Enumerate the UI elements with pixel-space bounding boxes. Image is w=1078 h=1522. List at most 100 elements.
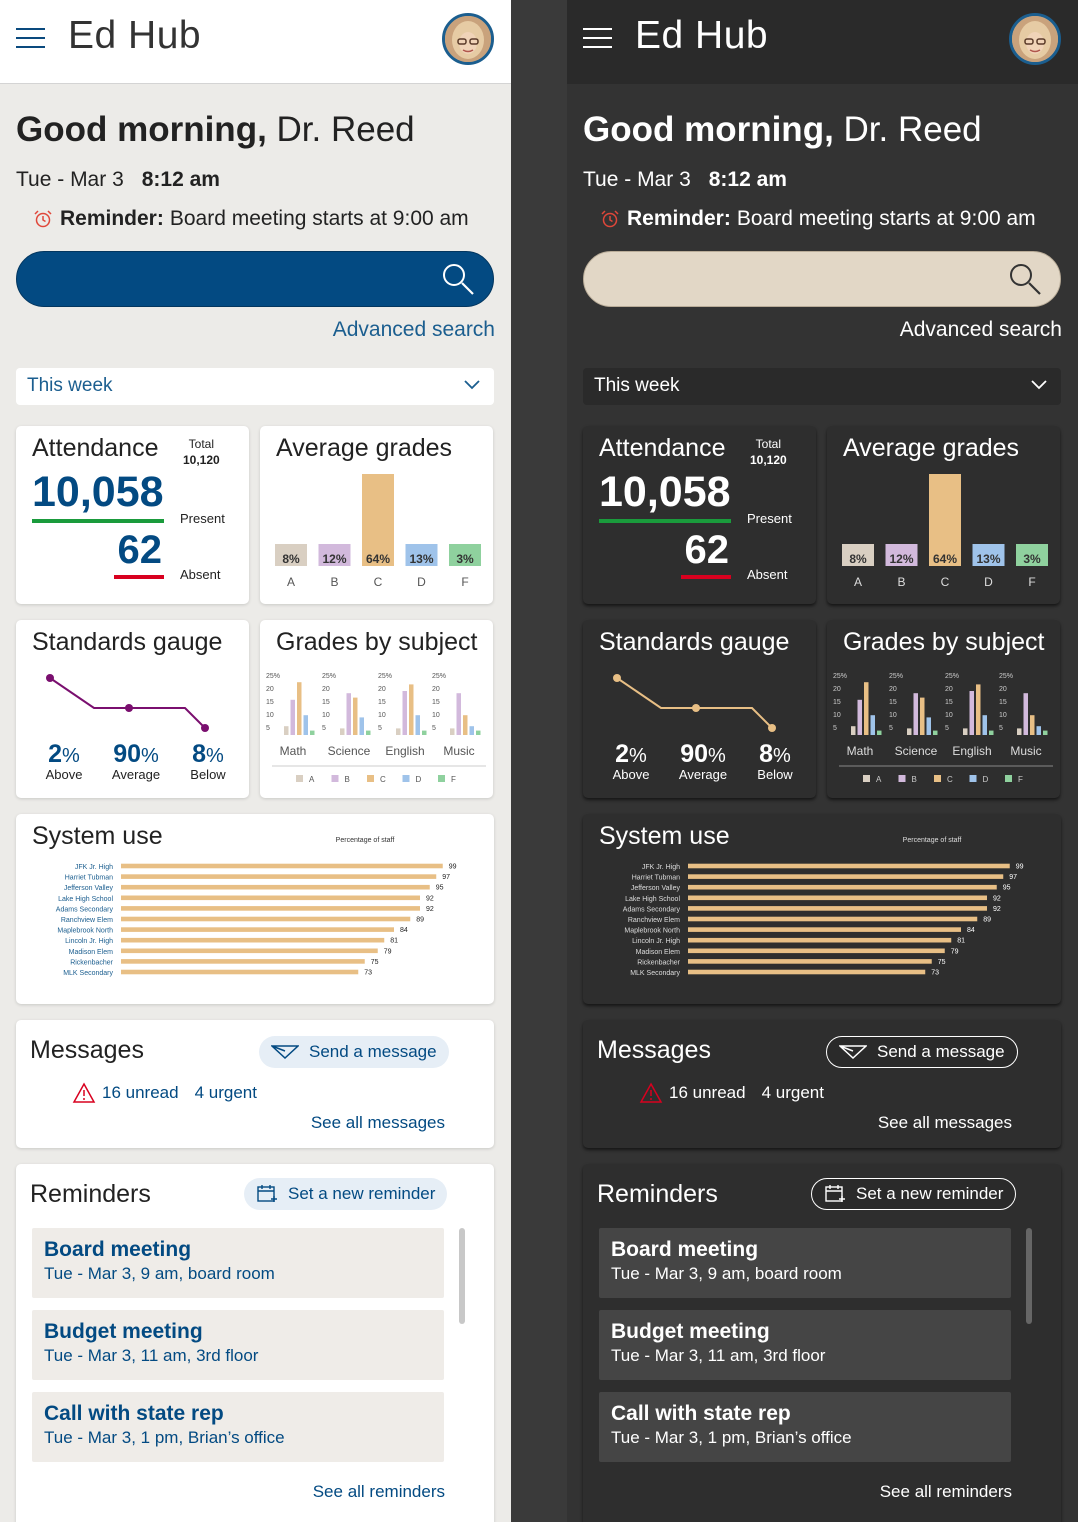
subject-label: Math — [847, 744, 874, 758]
stat-average-value: 90% — [675, 740, 731, 769]
attendance-card[interactable]: Attendance Total 10,120 10,058 Present 62… — [16, 426, 249, 604]
reminders-scrollbar[interactable] — [1026, 1228, 1032, 1324]
stat-below-unit: % — [773, 745, 791, 767]
message-stats[interactable]: 16 unread 4 urgent — [72, 1082, 257, 1104]
reminder-item-detail: Tue - Mar 3, 1 pm, Brian’s office — [611, 1428, 852, 1447]
menu-icon[interactable] — [583, 28, 612, 48]
gauge-point — [46, 674, 54, 682]
avatar[interactable] — [442, 13, 494, 65]
grade-axis-label: A — [287, 575, 295, 589]
subject-ytick: 20 — [432, 686, 440, 693]
reminder-item[interactable]: Budget meeting Tue - Mar 3, 11 am, 3rd fl… — [599, 1310, 1011, 1380]
advanced-search-link[interactable]: Advanced search — [332, 318, 495, 341]
reminders-card: Reminders Set a new reminder Board meeti… — [583, 1164, 1061, 1522]
search-input[interactable] — [16, 251, 494, 307]
reminder-banner: Reminder: Board meeting starts at 9:00 am — [599, 207, 1036, 231]
avatar-image — [445, 16, 491, 62]
reminder-item[interactable]: Budget meeting Tue - Mar 3, 11 am, 3rd fl… — [32, 1310, 444, 1380]
subject-bar — [353, 697, 358, 735]
standards-gauge-card[interactable]: Standards gauge 2% Above 90% Average 8% Bel… — [16, 620, 249, 798]
system-use-value: 84 — [400, 927, 408, 934]
system-use-label: Ranchview Elem — [61, 917, 113, 924]
grade-bar-label: 3% — [456, 552, 474, 566]
urgent-count: 4 urgent — [761, 1083, 824, 1102]
system-use-label: JFK Jr. High — [642, 864, 680, 871]
message-stats[interactable]: 16 unread 4 urgent — [639, 1082, 824, 1104]
reminder-item-title: Call with state rep — [611, 1402, 791, 1425]
urgent-count: 4 urgent — [194, 1083, 257, 1102]
average-grades-card[interactable]: Average grades 8% A 12% B 64% C 13% D 3% F — [827, 426, 1060, 604]
attendance-total: Total 10,120 — [750, 436, 787, 468]
grade-axis-label: F — [461, 575, 468, 589]
grade-bar-label: 12% — [889, 552, 913, 566]
see-all-reminders-link[interactable]: See all reminders — [312, 1482, 445, 1501]
system-use-bar — [688, 969, 926, 975]
attendance-card[interactable]: Attendance Total 10,120 10,058 Present 62… — [583, 426, 816, 604]
period-dropdown[interactable]: This week — [583, 368, 1061, 405]
grade-bar-label: 13% — [409, 552, 433, 566]
menu-icon[interactable] — [16, 28, 45, 48]
see-all-messages-link[interactable]: See all messages — [877, 1113, 1012, 1132]
set-reminder-button[interactable]: Set a new reminder — [244, 1178, 448, 1210]
stat-average: 90% Average — [108, 740, 164, 782]
subject-bar — [1030, 715, 1035, 735]
attendance-title: Attendance — [599, 434, 726, 462]
system-use-bar — [121, 863, 443, 869]
grade-axis-label: C — [374, 575, 383, 589]
attendance-total-label: Total — [188, 437, 215, 451]
send-message-button[interactable]: Send a message — [826, 1036, 1018, 1068]
subject-bar — [976, 684, 981, 735]
system-use-bar — [121, 937, 385, 943]
alarm-icon — [34, 210, 52, 228]
reminder-item[interactable]: Call with state rep Tue - Mar 3, 1 pm, Br… — [32, 1392, 444, 1462]
messages-title: Messages — [597, 1036, 711, 1064]
stat-average-unit: % — [708, 745, 726, 767]
advanced-search-link[interactable]: Advanced search — [899, 318, 1062, 341]
system-use-value: 92 — [426, 906, 434, 913]
see-all-reminders-link[interactable]: See all reminders — [879, 1482, 1012, 1501]
reminder-item[interactable]: Board meeting Tue - Mar 3, 9 am, board ro… — [599, 1228, 1011, 1298]
search-input[interactable] — [583, 251, 1061, 307]
system-use-label: Madison Elem — [636, 949, 681, 956]
system-use-value: 92 — [993, 906, 1001, 913]
system-use-value: 79 — [951, 948, 959, 955]
standards-gauge-card[interactable]: Standards gauge 2% Above 90% Average 8% Bel… — [583, 620, 816, 798]
average-grades-card[interactable]: Average grades 8% A 12% B 64% C 13% D 3% F — [260, 426, 493, 604]
system-use-label: Ranchview Elem — [628, 917, 680, 924]
subject-ytick: 10 — [889, 712, 897, 719]
subject-bar — [396, 728, 401, 735]
reminder-item[interactable]: Board meeting Tue - Mar 3, 9 am, board ro… — [32, 1228, 444, 1298]
subject-bar — [920, 697, 925, 735]
system-use-value: 79 — [384, 948, 392, 955]
legend-swatch — [969, 775, 977, 782]
avatar[interactable] — [1009, 13, 1061, 65]
system-use-card[interactable]: System use Percentage of staff JFK Jr. Hi… — [583, 814, 1061, 1004]
grades-by-subject-card[interactable]: Grades by subject 25% 20 15 10 5 Math 25% 20 15 1… — [260, 620, 493, 798]
period-dropdown[interactable]: This week — [16, 368, 494, 405]
grades-by-subject-chart: 25% 20 15 10 5 Math 25% 20 15 10 5 Science 25% 20 15 10… — [833, 673, 1053, 784]
system-use-label: Jefferson Valley — [64, 885, 114, 892]
system-use-value: 73 — [364, 970, 372, 977]
period-value: This week — [27, 375, 113, 396]
search-icon[interactable] — [441, 262, 475, 296]
system-use-value: 97 — [442, 874, 450, 881]
system-use-title: System use — [599, 822, 730, 850]
reminder-item-title: Budget meeting — [44, 1320, 203, 1343]
reminder-item[interactable]: Call with state rep Tue - Mar 3, 1 pm, Br… — [599, 1392, 1011, 1462]
subject-label: English — [952, 744, 991, 758]
reminders-scrollbar[interactable] — [459, 1228, 465, 1324]
grade-bar — [885, 544, 918, 566]
standards-gauge-chart — [46, 674, 209, 732]
system-use-card[interactable]: System use Percentage of staff JFK Jr. Hi… — [16, 814, 494, 1004]
subject-bar — [933, 730, 938, 735]
subject-ytick: 25% — [999, 673, 1013, 680]
gauge-line — [49, 677, 206, 729]
search-icon[interactable] — [1008, 262, 1042, 296]
set-reminder-button[interactable]: Set a new reminder — [811, 1178, 1017, 1210]
grades-by-subject-card[interactable]: Grades by subject 25% 20 15 10 5 Math 25% 20 15 1… — [827, 620, 1060, 798]
legend-swatch — [898, 775, 906, 782]
send-message-button[interactable]: Send a message — [259, 1036, 449, 1068]
see-all-messages-link[interactable]: See all messages — [310, 1113, 445, 1132]
system-use-label: Lake High School — [58, 896, 113, 903]
subject-ytick: 10 — [833, 712, 841, 719]
